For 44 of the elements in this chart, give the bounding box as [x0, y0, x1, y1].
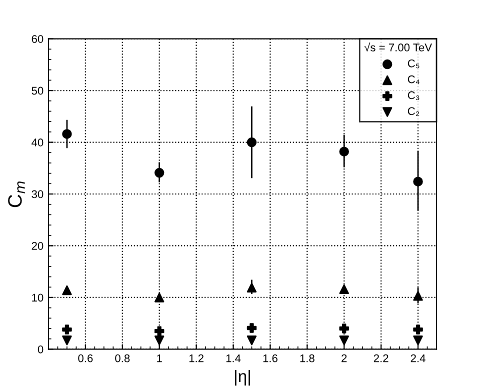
legend-label: C₄: [408, 75, 420, 84]
point: [339, 336, 349, 346]
y-tick-label: 50: [32, 86, 44, 95]
x-tick-label: 0.6: [78, 354, 93, 362]
legend-title: √s = 7.00 TeV: [364, 42, 432, 52]
point: [413, 176, 423, 186]
point: [339, 146, 349, 156]
point: [246, 336, 257, 346]
legend-label: C₂: [408, 107, 420, 116]
x-tick-label: 1.2: [189, 354, 204, 362]
y-tick-label: 20: [32, 242, 44, 250]
y-tick-label: 40: [32, 138, 44, 146]
point: [246, 137, 257, 148]
x-tick-label: 1: [157, 354, 162, 362]
x-tick-label: 1.8: [300, 354, 314, 362]
point: [154, 292, 164, 302]
point: [154, 336, 164, 346]
legend-label: C₅: [408, 59, 420, 68]
point: [154, 168, 164, 178]
point: [413, 291, 423, 301]
x-tick-label: 2.4: [410, 354, 426, 362]
y-tick-label: 30: [32, 190, 44, 198]
point: [62, 129, 72, 139]
y-tick-label: 0: [38, 345, 44, 354]
point: [154, 326, 164, 336]
y-tick-label: 10: [32, 294, 44, 302]
point: [339, 324, 349, 334]
point: [62, 336, 72, 346]
point: [62, 324, 72, 334]
point: [246, 323, 257, 333]
point: [413, 336, 423, 346]
point: [339, 284, 349, 294]
x-axis-title: |η|: [235, 370, 250, 386]
y-axis-title: C$_{m}$: [8, 182, 25, 208]
point: [246, 282, 257, 292]
point: [413, 324, 423, 334]
point: [62, 285, 72, 296]
x-tick-label: 2.2: [374, 354, 388, 362]
x-tick-label: 1.6: [263, 354, 278, 362]
y-tick-label: 60: [32, 35, 44, 43]
x-tick-label: 0.8: [115, 354, 130, 362]
x-tick-label: 1.4: [226, 354, 241, 362]
legend-label: C₃: [408, 91, 420, 100]
x-tick-label: 2: [342, 354, 347, 362]
